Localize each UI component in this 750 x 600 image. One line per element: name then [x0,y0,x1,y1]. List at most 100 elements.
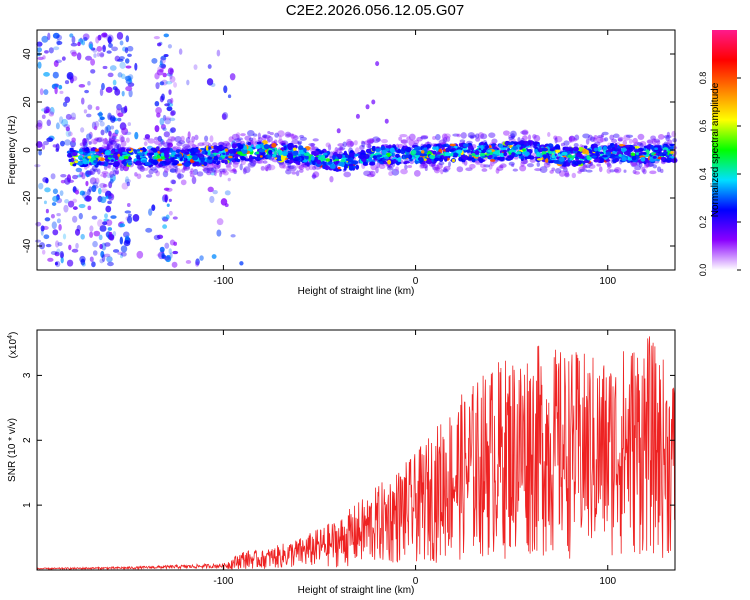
spectrogram-ridge-blob [184,151,190,155]
spectrogram-noise-blob [106,124,111,133]
spectrogram-halo-blob [112,138,120,143]
spectrogram-ridge-blob [432,150,437,155]
spectrogram-halo-blob [470,136,474,140]
spectrogram-halo-blob [508,136,514,140]
spectrogram-ridge-blob [337,166,341,170]
spectrogram-halo-blob [448,161,452,168]
spectrogram-halo-blob [589,136,595,142]
spectrogram-noise-blob [173,82,178,88]
spectrogram-noise-blob [159,63,167,69]
spectrogram-ridge-blob [263,143,270,150]
colorbar-ticks: 0.0 0.2 0.4 0.6 0.8 [698,72,741,276]
spectrogram-ridge-blob [159,161,164,165]
spectrogram-halo-blob [312,138,319,142]
spectrogram-noise-blob [107,200,112,205]
spectrogram-ridge-blob [583,160,590,164]
spectrogram-noise-blob [51,221,57,230]
spectrogram-halo-blob [582,133,590,139]
spectrogram-halo-blob [599,137,607,143]
spectrogram-ridge-blob [174,154,180,157]
spectrogram-halo-blob [400,139,408,144]
spectrogram-halo-blob [162,141,171,148]
spectrogram-noise-blob [151,204,156,212]
spectrogram-noise-blob [99,196,107,204]
spectrogram-halo-blob [617,138,623,142]
spectrogram-halo-blob [420,162,428,169]
spectrogram-noise-blob [96,52,100,57]
spectrogram-halo-blob [659,168,664,174]
spectrogram-halo-blob [298,165,305,170]
spectrogram-panel: -100 0 100 -40 -20 0 20 40 Height of straight l… [7,29,678,297]
spectrogram-noise-blob [101,254,106,263]
colorbar-tick-label: 0.8 [698,72,708,85]
spectrogram-halo-blob [174,166,178,173]
colorbar-tick-label: 0.4 [698,168,708,181]
spectrogram-halo-blob [125,137,130,143]
colorbar-label: Normalized spectral amplitude [710,82,721,217]
spectrogram-noise-blob [125,178,131,184]
spectrogram-ridge-blob [269,150,273,154]
spectrogram-halo-blob [495,168,500,174]
snr-x-tick-label: 0 [413,576,419,587]
spectrogram-ridge-blob [654,147,659,151]
spectrogram-halo-blob [554,168,562,174]
spectrogram-noise-blob [44,50,49,54]
spectrogram-noise-blob [160,123,166,130]
spectrogram-halo-blob [232,168,236,172]
spectrogram-ridge-blob [389,147,395,153]
spectrogram-noise-blob [112,249,120,253]
spectrogram-noise-blob [127,122,132,127]
spectrogram-ridge-blob [164,153,170,158]
spectrogram-halo-blob [547,131,551,138]
spectrogram-ridge-blob [342,154,346,159]
spectrogram-noise-blob [100,33,107,38]
spectrogram-halo-blob [96,137,103,143]
spectrogram-halo-blob [491,138,498,144]
spectrogram-halo-blob [206,170,212,176]
spectrogram-noise-blob [165,214,170,220]
spectrogram-noise-blob [55,143,60,151]
spectrogram-ridge-blob [304,155,309,160]
spectrogram-halo-blob [606,163,612,169]
spectrogram-ridge-blob [191,155,199,161]
spectrogram-ridge-blob [136,155,141,159]
spectrogram-ridge-blob [385,145,392,149]
spectrogram-ridge-blob [355,164,360,170]
spectrogram-noise-blob [41,114,46,120]
spectrogram-ridge-blob [663,149,667,153]
spectrogram-noise-blob [108,193,115,201]
spectrogram-noise-blob [81,262,86,267]
spectrogram-halo-blob [413,169,421,177]
spectrogram-halo-blob [100,173,108,178]
spectrogram-noise-blob [169,110,175,117]
spectrogram-noise-blob [52,188,58,195]
spectrogram-halo-blob [387,165,394,171]
spectrogram-ridge-blob [628,146,633,151]
spectrogram-noise-blob [97,187,102,195]
spectrogram-halo-blob [257,136,263,143]
spectrogram-ridge-blob [411,150,417,155]
spectrogram-noise-blob [99,258,104,264]
spectrogram-halo-blob [398,136,403,141]
spectrogram-halo-blob [512,168,519,172]
spectrogram-noise-blob [88,141,92,145]
spectrogram-ridge-blob [259,155,263,158]
spectrogram-ridge-blob [267,153,271,160]
spectrogram-noise-blob [66,71,74,80]
spectrogram-ridge-blob [593,147,599,152]
spectrogram-halo-blob [134,172,138,177]
spectrogram-ridge-blob [611,146,616,151]
spectrogram-halo-blob [604,137,609,142]
spectrogram-noise-blob [108,43,113,48]
spectrogram-halo-blob [375,166,379,174]
spectrogram-noise-blob [104,126,109,134]
spectrogram-halo-blob [194,134,199,141]
spectrogram-halo-blob [229,169,238,173]
spectrogram-halo-blob [354,147,360,154]
spectrogram-noise-blob [48,111,55,117]
spectrogram-noise-blob [101,82,105,91]
spectrogram-noise-blob [126,215,133,224]
spectrogram-halo-blob [488,163,493,170]
spectrogram-halo-blob [499,163,507,168]
